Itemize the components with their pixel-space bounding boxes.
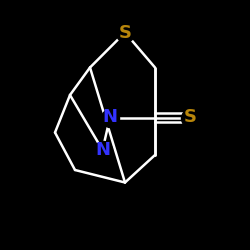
- Text: N: N: [102, 108, 118, 126]
- Text: N: N: [95, 141, 110, 159]
- Text: S: S: [184, 108, 196, 126]
- Text: S: S: [118, 24, 132, 42]
